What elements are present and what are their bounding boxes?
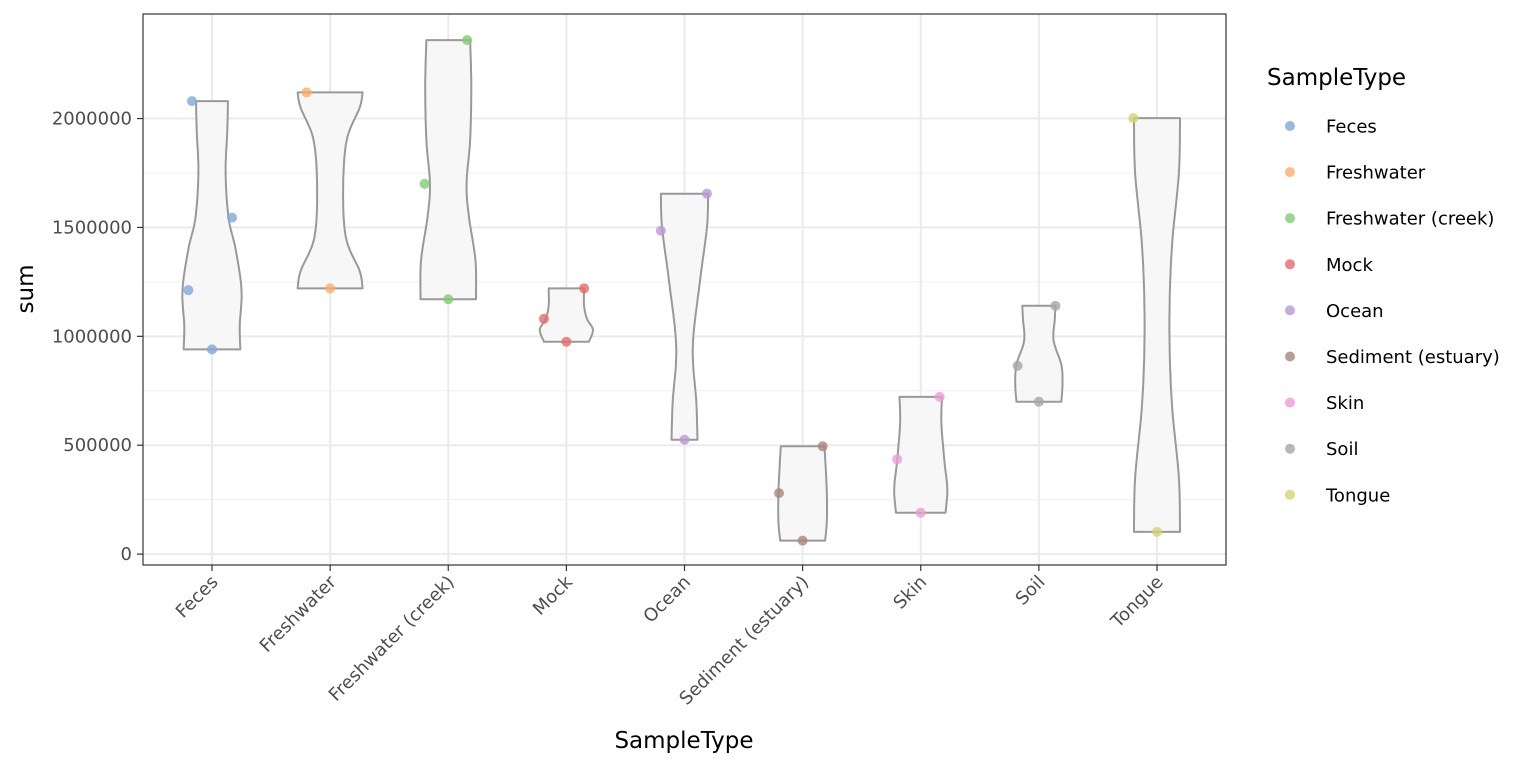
data-point <box>227 212 238 223</box>
data-point <box>701 188 712 199</box>
data-point <box>207 344 217 355</box>
legend-label: Soil <box>1326 439 1358 460</box>
violin-sediment-estuary <box>777 445 828 542</box>
legend-label: Sediment (estuary) <box>1326 347 1500 368</box>
legend-key-freshwater-creek <box>1285 213 1295 224</box>
data-point <box>1012 360 1023 371</box>
y-tick-label: 1000000 <box>52 326 132 347</box>
y-tick-label: 1500000 <box>52 217 132 238</box>
data-point <box>774 488 784 499</box>
legend-key-feces <box>1285 121 1295 131</box>
data-point <box>934 391 945 402</box>
legend-key-freshwater <box>1285 167 1295 178</box>
legend-key-ocean <box>1285 305 1295 316</box>
legend-label: Ocean <box>1326 301 1384 322</box>
legend-label: Freshwater <box>1326 163 1426 184</box>
data-point <box>797 535 808 546</box>
legend-key-sediment-estuary <box>1285 351 1295 362</box>
legend-key-skin <box>1285 397 1295 408</box>
data-point <box>301 87 312 98</box>
data-point <box>1050 300 1061 311</box>
data-point <box>915 507 926 518</box>
violin-freshwater <box>296 91 364 290</box>
y-axis-title: sum <box>13 265 39 314</box>
legend-label: Freshwater (creek) <box>1326 209 1494 230</box>
data-point <box>817 441 828 452</box>
x-axis-title: SampleType <box>614 728 753 754</box>
violin-skin <box>893 395 949 514</box>
data-point <box>1128 113 1139 124</box>
data-point <box>1152 526 1162 537</box>
data-point <box>579 283 590 294</box>
legend-label: Feces <box>1326 117 1377 138</box>
data-point <box>655 225 666 236</box>
legend-label: Tongue <box>1325 485 1390 506</box>
data-point <box>462 35 473 46</box>
data-point <box>443 294 454 305</box>
data-point <box>1033 396 1044 407</box>
data-point <box>183 285 194 296</box>
data-point <box>679 434 690 445</box>
data-point <box>186 96 197 107</box>
legend-label: Mock <box>1326 255 1373 276</box>
data-point <box>892 454 903 465</box>
violin-mock <box>538 287 594 343</box>
data-point <box>538 313 549 324</box>
legend: Feces Freshwater Freshwater (creek) Mock Oce… <box>1285 117 1500 506</box>
violin-soil <box>1014 304 1064 403</box>
data-point <box>419 178 430 189</box>
legend-key-soil <box>1285 443 1295 454</box>
violin-ocean <box>659 192 710 441</box>
data-point <box>325 283 336 294</box>
y-tick-label: 0 <box>121 544 132 565</box>
legend-key-tongue <box>1285 489 1295 500</box>
legend-label: Skin <box>1326 393 1364 414</box>
data-point <box>561 336 572 347</box>
legend-key-mock <box>1285 259 1295 270</box>
y-tick-label: 500000 <box>63 435 132 456</box>
y-tick-label: 2000000 <box>52 109 132 130</box>
legend-title: SampleType <box>1267 65 1406 91</box>
violin-freshwater-creek <box>419 39 478 301</box>
